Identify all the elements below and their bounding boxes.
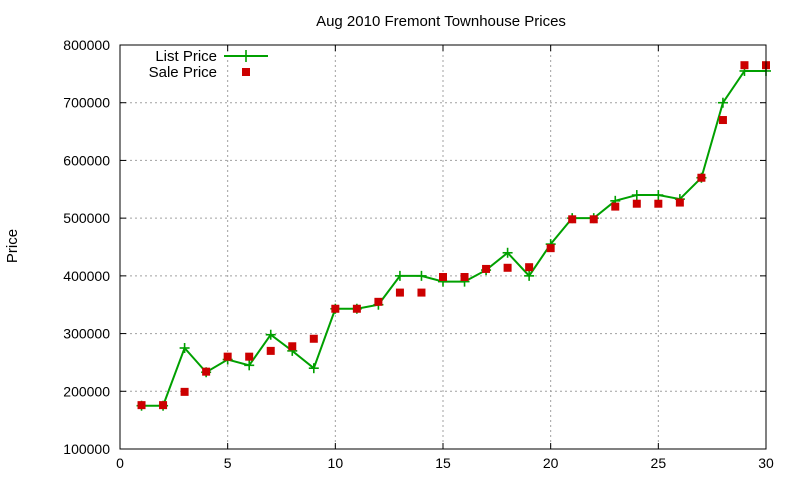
list-price-point (524, 270, 535, 281)
sale-price-point (331, 304, 340, 313)
list-price-line (141, 69, 766, 407)
sale-price-point (374, 297, 383, 306)
legend-label-list-price: List Price (155, 48, 217, 65)
legend: List Price Sale Price (149, 48, 268, 81)
legend-label-sale-price: Sale Price (149, 64, 217, 81)
sale-price-point (439, 273, 447, 282)
sale-price-point (697, 173, 706, 182)
plot-frame (119, 44, 767, 450)
list-price-point (653, 190, 664, 201)
y-tick-label: 100000 (63, 441, 110, 457)
x-tick-label: 10 (328, 455, 344, 471)
gridlines (120, 45, 766, 449)
sale-price-point (352, 304, 361, 313)
sale-price-point (568, 215, 577, 224)
x-tick-label: 5 (224, 455, 232, 471)
legend-marker-sale-price (242, 68, 250, 76)
y-tick-label: 700000 (63, 95, 110, 111)
sale-price-point (159, 401, 168, 410)
x-tick-label: 25 (651, 455, 667, 471)
sale-price-point (589, 215, 598, 224)
sale-price-point (525, 263, 534, 272)
sale-price-point (654, 199, 663, 208)
sale-price-point (611, 202, 620, 211)
list-price-point (502, 247, 513, 258)
list-price-point (308, 363, 319, 374)
sale-price-point (632, 199, 641, 208)
x-tick-label: 30 (758, 455, 774, 471)
sale-price-point (718, 116, 727, 125)
legend-marker-list-price (240, 50, 252, 62)
sale-price-point (137, 401, 146, 410)
sale-price-point (675, 198, 684, 207)
sale-price-point (180, 387, 189, 396)
sale-price-point (482, 264, 491, 273)
y-tick-label: 400000 (63, 268, 110, 284)
y-tick-label: 200000 (63, 383, 110, 399)
list-price-point (631, 190, 642, 201)
tick-labels: 0 5 10 15 20 25 30 100000 200000 300000 400000 5000… (63, 37, 774, 471)
y-tick-label: 500000 (63, 210, 110, 226)
sale-price-point (223, 352, 232, 361)
sale-price-point (245, 352, 254, 361)
y-tick-label: 300000 (63, 326, 110, 342)
x-tick-label: 15 (435, 455, 451, 471)
list-price-point (394, 270, 405, 281)
sale-price-point (460, 273, 469, 282)
sale-price-point (266, 346, 275, 355)
y-tick-label: 600000 (63, 152, 110, 168)
sale-price-point (288, 342, 297, 351)
sale-price-point (546, 244, 555, 253)
sale-price-point (309, 334, 318, 343)
x-tick-label: 0 (116, 455, 124, 471)
y-axis-label: Price (4, 229, 21, 263)
list-price-point (244, 360, 255, 371)
sale-price-point (417, 288, 426, 297)
list-price-point (265, 329, 276, 340)
sale-price-point (202, 367, 211, 376)
x-tick-label: 20 (543, 455, 559, 471)
list-price-point (179, 343, 190, 353)
sale-price-point (395, 288, 404, 297)
y-tick-label: 800000 (63, 37, 110, 53)
series-lines (141, 69, 766, 407)
list-price-point (416, 270, 427, 281)
chart-title: Aug 2010 Fremont Townhouse Prices (316, 13, 566, 30)
list-price-point (717, 97, 728, 108)
sale-price-point (740, 61, 749, 70)
series-markers (136, 61, 771, 411)
sale-price-point (503, 263, 512, 272)
